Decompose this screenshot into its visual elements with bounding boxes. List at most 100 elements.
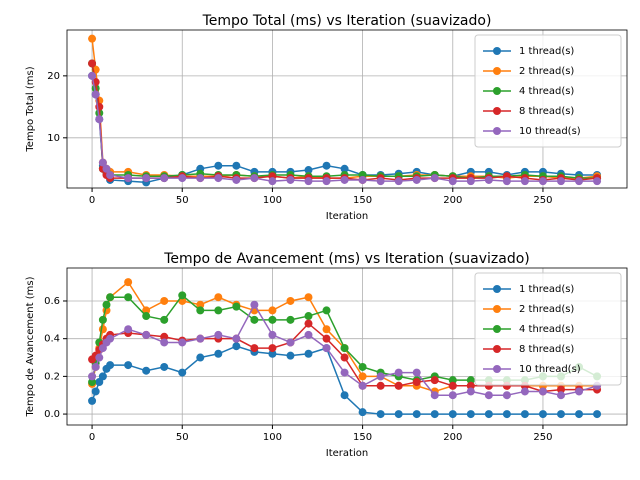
x-tick-label: 250 — [533, 195, 552, 206]
point — [376, 372, 385, 381]
x-tick-label: 200 — [443, 195, 462, 206]
x-tick-label: 150 — [353, 195, 372, 206]
point — [538, 410, 547, 419]
point — [448, 177, 457, 186]
point — [538, 177, 547, 186]
legend-label: 8 thread(s) — [519, 106, 574, 117]
point — [322, 344, 331, 353]
legend-marker — [493, 325, 501, 333]
point — [214, 161, 223, 170]
point — [484, 410, 493, 419]
point — [430, 410, 439, 419]
legend-marker — [493, 285, 501, 293]
point — [95, 353, 104, 362]
point — [160, 332, 169, 341]
point — [376, 177, 385, 186]
point — [430, 174, 439, 183]
legend-marker — [493, 345, 501, 353]
legend-label: 2 thread(s) — [519, 304, 574, 315]
point — [484, 175, 493, 184]
point — [250, 344, 259, 353]
point — [160, 315, 169, 324]
point — [412, 368, 421, 377]
legend-marker — [493, 87, 501, 95]
point — [88, 372, 97, 381]
point — [340, 175, 349, 184]
point — [250, 174, 259, 183]
point — [91, 362, 100, 371]
point — [196, 300, 205, 309]
point — [214, 330, 223, 339]
point — [430, 391, 439, 400]
point — [178, 338, 187, 347]
point — [340, 353, 349, 362]
point — [268, 349, 277, 358]
point — [196, 174, 205, 183]
point — [124, 325, 133, 334]
point — [88, 71, 97, 80]
point — [268, 330, 277, 339]
point — [394, 381, 403, 390]
legend-label: 4 thread(s) — [519, 324, 574, 335]
point — [593, 177, 602, 186]
y-tick-label: 0.2 — [44, 371, 60, 382]
point — [142, 174, 151, 183]
point — [286, 315, 295, 324]
point — [268, 315, 277, 324]
point — [502, 410, 511, 419]
point — [98, 325, 107, 334]
point — [502, 391, 511, 400]
y-tick-label: 0.4 — [44, 334, 60, 345]
legend-marker — [493, 47, 501, 55]
legend-label: 10 thread(s) — [519, 126, 581, 137]
point — [124, 174, 133, 183]
point — [214, 306, 223, 315]
point — [102, 300, 111, 309]
point — [575, 177, 584, 186]
x-tick-label: 150 — [353, 432, 372, 443]
point — [286, 351, 295, 360]
point — [340, 164, 349, 173]
point — [575, 410, 584, 419]
point — [322, 334, 331, 343]
point — [448, 376, 457, 385]
legend-label: 8 thread(s) — [519, 344, 574, 355]
point — [448, 391, 457, 400]
point — [466, 381, 475, 390]
point — [232, 302, 241, 311]
point — [214, 293, 223, 302]
legend-label: 1 thread(s) — [519, 46, 574, 57]
x-tick-label: 250 — [533, 432, 552, 443]
legend-label: 2 thread(s) — [519, 66, 574, 77]
x-tick-label: 0 — [89, 432, 95, 443]
point — [160, 296, 169, 305]
legend-marker — [493, 365, 501, 373]
point — [340, 368, 349, 377]
legend-label: 4 thread(s) — [519, 86, 574, 97]
point — [520, 410, 529, 419]
point — [394, 177, 403, 186]
point — [268, 306, 277, 315]
point — [232, 342, 241, 351]
point — [520, 387, 529, 396]
point — [466, 376, 475, 385]
y-tick-label: 0.6 — [44, 296, 60, 307]
point — [286, 338, 295, 347]
point — [250, 300, 259, 309]
point — [376, 381, 385, 390]
y-axis-label: Tempo de Avancement (ms) — [25, 276, 36, 417]
x-tick-label: 100 — [263, 432, 282, 443]
y-axis-label: Tempo Total (ms) — [25, 66, 36, 152]
point — [304, 293, 313, 302]
point — [502, 177, 511, 186]
point — [124, 361, 133, 370]
point — [124, 293, 133, 302]
point — [88, 34, 97, 43]
plot-area — [88, 34, 602, 187]
point — [142, 306, 151, 315]
point — [412, 175, 421, 184]
legend-marker — [493, 67, 501, 75]
y-tick-label: 20 — [47, 71, 60, 82]
point — [106, 293, 115, 302]
